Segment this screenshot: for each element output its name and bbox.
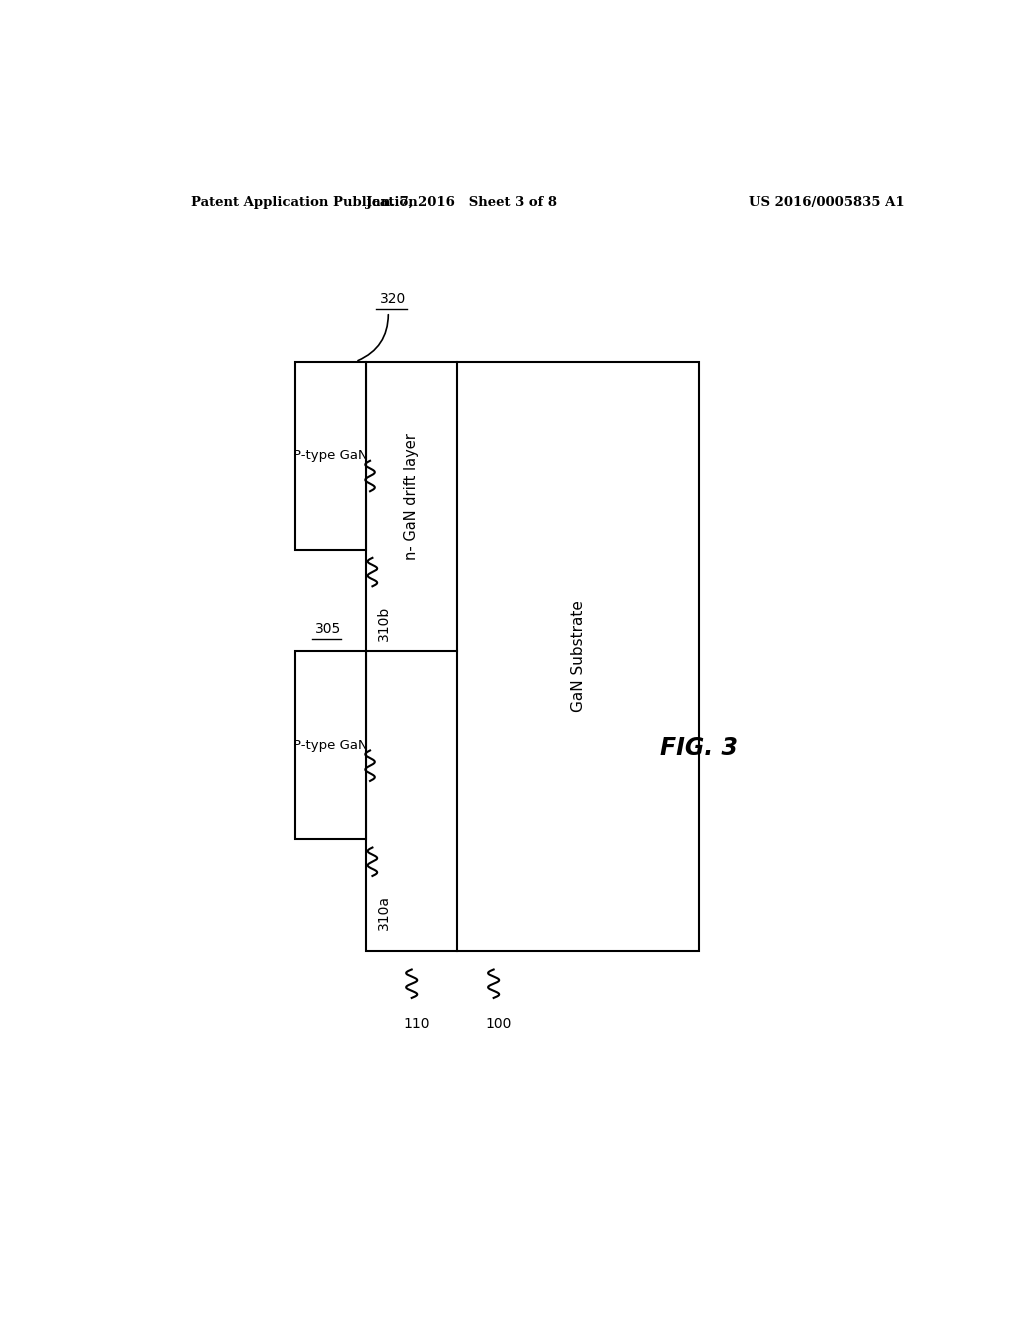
Text: 310a: 310a (377, 895, 390, 931)
Text: 100: 100 (485, 1018, 512, 1031)
Text: US 2016/0005835 A1: US 2016/0005835 A1 (749, 195, 904, 209)
Text: P-type GaN: P-type GaN (293, 739, 368, 752)
Text: Jan. 7, 2016   Sheet 3 of 8: Jan. 7, 2016 Sheet 3 of 8 (366, 195, 557, 209)
Text: FIG. 3: FIG. 3 (660, 737, 738, 760)
Bar (295, 362, 367, 549)
Text: Patent Application Publication: Patent Application Publication (191, 195, 418, 209)
Text: 110: 110 (403, 1018, 430, 1031)
Text: 305: 305 (314, 622, 341, 636)
Bar (295, 651, 367, 840)
Text: 310b: 310b (377, 606, 390, 642)
Text: GaN Substrate: GaN Substrate (570, 601, 586, 713)
Bar (367, 362, 699, 952)
Text: 320: 320 (380, 292, 407, 306)
Text: P-type GaN: P-type GaN (293, 449, 368, 462)
Text: n- GaN drift layer: n- GaN drift layer (404, 433, 419, 560)
